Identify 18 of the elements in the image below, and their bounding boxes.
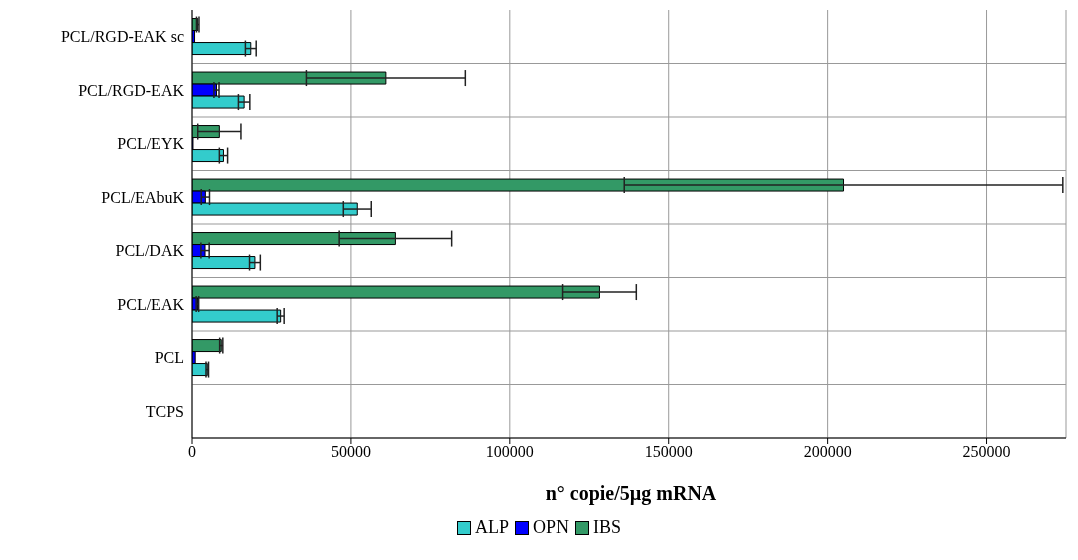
x-tick-label: 100000 [485, 443, 534, 461]
legend-label: ALP [473, 517, 509, 538]
legend-label: OPN [532, 517, 569, 538]
y-tick-label: PCL/RGD-EAK sc [60, 28, 184, 46]
x-tick-label: 200000 [803, 443, 852, 461]
y-tick-label: PCL/EAbuK [101, 188, 185, 206]
legend-label: IBS [592, 517, 622, 538]
y-tick-label: PCL/RGD-EAK [78, 81, 185, 99]
x-tick-label: 0 [188, 443, 196, 461]
x-tick-label: 150000 [644, 443, 693, 461]
y-tick-label: PCL [154, 349, 184, 367]
y-tick-label: PCL/EYK [117, 135, 185, 153]
x-tick-label: 50000 [330, 443, 371, 461]
x-axis-title: n° copie/5µg mRNA [544, 482, 718, 505]
y-tick-label: TCPS [145, 402, 184, 420]
y-tick-label: PCL/DAK [115, 242, 185, 260]
y-tick-label: PCL/EAK [117, 295, 185, 313]
x-tick-label: 250000 [962, 443, 1011, 461]
